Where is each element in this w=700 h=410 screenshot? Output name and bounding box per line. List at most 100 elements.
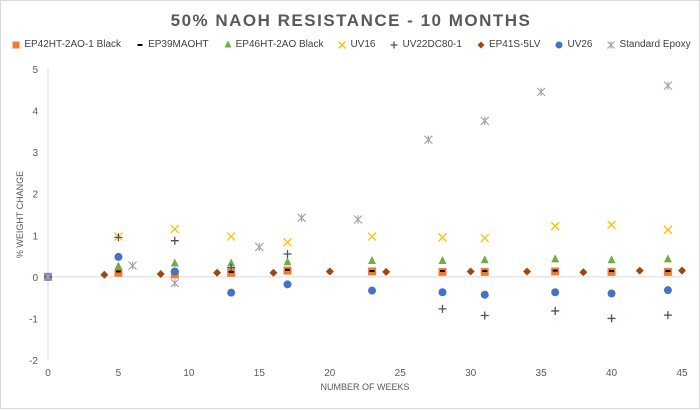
data-point <box>367 232 377 241</box>
data-point <box>438 256 447 265</box>
data-point <box>228 270 234 273</box>
series-standard-epoxy <box>43 81 673 288</box>
data-point <box>482 270 488 273</box>
legend-item: Standard Epoxy <box>606 39 691 50</box>
legend-marker-icon <box>338 40 347 49</box>
x-tick-label: 40 <box>606 368 618 379</box>
legend-marker-icon <box>477 41 485 48</box>
series-ep39maoht <box>45 268 671 278</box>
data-point <box>480 255 489 264</box>
data-point <box>466 267 475 276</box>
data-point <box>480 311 489 320</box>
y-axis-label: % WEIGHT CHANGE <box>15 171 25 258</box>
data-point <box>213 268 222 277</box>
legend-item: EP46HT-2AO Black <box>223 39 323 50</box>
x-axis-label: NUMBER OF WEEKS <box>320 382 409 392</box>
data-point <box>114 268 123 277</box>
data-point <box>353 215 363 224</box>
y-tick-label: 1 <box>32 231 38 242</box>
data-point <box>170 278 180 288</box>
legend-item: UV26 <box>554 39 592 50</box>
data-point <box>45 275 51 278</box>
data-point <box>114 261 123 270</box>
y-tick-label: 0 <box>32 273 38 284</box>
data-point <box>663 267 672 276</box>
x-tick-label: 15 <box>254 368 266 379</box>
data-point <box>285 268 291 271</box>
data-point <box>551 267 560 276</box>
x-tick-label: 25 <box>395 368 407 379</box>
x-tick-label: 20 <box>324 368 336 379</box>
data-point <box>283 257 292 266</box>
data-point <box>283 280 292 289</box>
legend-item: UV16 <box>337 39 375 50</box>
data-point <box>551 288 560 297</box>
data-point <box>552 269 558 272</box>
data-point <box>283 249 292 258</box>
legend-label: Standard Epoxy <box>619 39 691 50</box>
data-point <box>423 135 433 145</box>
legend-marker-icon <box>555 41 563 48</box>
x-tick-label: 5 <box>116 368 122 379</box>
series-uv16 <box>113 220 673 247</box>
y-tick-label: 5 <box>32 65 38 76</box>
legend-label: EP42HT-2AO-1 Black <box>24 39 122 50</box>
x-tick-label: 30 <box>465 368 477 379</box>
data-point <box>297 213 307 223</box>
chart-title: 50% NAOH RESISTANCE - 10 MONTHS <box>170 11 532 30</box>
data-point <box>663 311 672 320</box>
data-point <box>663 81 673 91</box>
data-point <box>283 237 292 247</box>
data-point <box>113 232 123 241</box>
data-point <box>536 87 546 97</box>
data-point <box>438 232 447 242</box>
data-point <box>172 272 178 275</box>
data-point <box>254 242 264 252</box>
data-point <box>480 290 489 299</box>
legend-item: UV22DC80-1 <box>389 39 462 50</box>
data-point <box>128 261 137 271</box>
data-point <box>170 270 179 279</box>
series-uv22dc80-1 <box>44 233 672 323</box>
data-point <box>609 270 615 273</box>
data-point <box>607 220 617 230</box>
series-ep42ht-2ao-1-black <box>44 266 672 281</box>
data-point <box>44 272 52 281</box>
data-point <box>114 252 123 261</box>
legend: EP42HT-2AO-1 Black EP39MAOHT EP46HT-2AO Bl… <box>1 39 700 50</box>
y-tick-label: 3 <box>32 148 38 159</box>
data-point <box>156 269 165 278</box>
data-point <box>227 268 236 277</box>
data-point <box>523 267 532 276</box>
data-point <box>44 272 52 281</box>
data-point <box>663 254 672 263</box>
x-tick-label: 10 <box>183 368 195 379</box>
data-point <box>100 270 109 279</box>
legend-label: UV26 <box>567 39 593 50</box>
data-point <box>170 236 179 245</box>
data-point <box>438 288 447 297</box>
series-uv26 <box>44 252 672 299</box>
data-point <box>665 270 671 273</box>
series-ep46ht-2ao-black <box>114 254 672 270</box>
data-point <box>678 266 686 275</box>
y-tick-label: 4 <box>32 107 38 118</box>
data-point <box>368 256 377 265</box>
y-tick-label: -1 <box>29 314 38 325</box>
series-ep41s-5lv <box>100 266 686 279</box>
y-tick-label: -2 <box>29 356 38 367</box>
data-point <box>663 286 672 295</box>
data-point <box>368 267 377 276</box>
data-point <box>550 221 560 231</box>
y-tick-label: 2 <box>32 190 38 201</box>
data-point <box>663 225 673 235</box>
data-point <box>607 255 616 264</box>
legend-item: EP39MAOHT <box>135 39 209 50</box>
x-tick-label: 35 <box>536 368 548 379</box>
data-point <box>226 232 236 241</box>
data-point <box>283 266 292 275</box>
data-point <box>551 254 560 263</box>
data-point <box>114 233 123 242</box>
data-point <box>43 272 53 282</box>
